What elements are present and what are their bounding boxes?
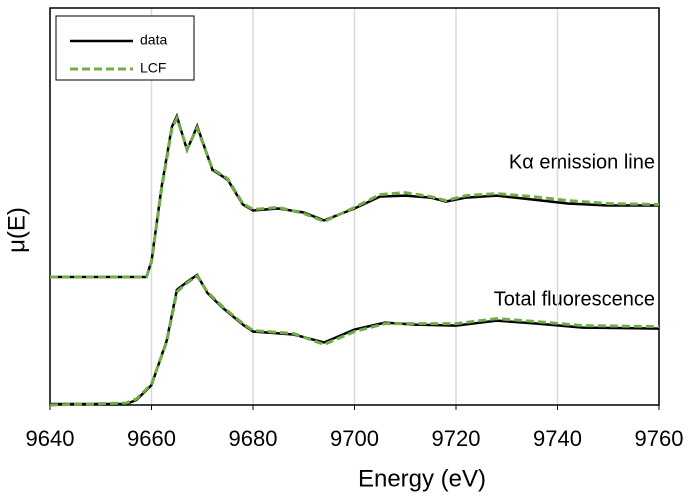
annotation: Total fluorescence	[494, 288, 655, 310]
annotation: Kα emission line	[509, 151, 655, 173]
x-tick-label: 9640	[26, 426, 75, 451]
x-tick-label: 9720	[432, 426, 481, 451]
x-axis-label: Energy (eV)	[358, 465, 486, 492]
legend-label: data	[140, 32, 167, 48]
line	[50, 112, 659, 279]
line	[49, 273, 660, 407]
x-tick-label: 9760	[635, 426, 684, 451]
x-tick-label: 9680	[229, 426, 278, 451]
legend: data LCF	[55, 15, 195, 81]
line	[50, 114, 660, 279]
y-axis-label: μ(E)	[3, 207, 30, 253]
x-tick-label: 9740	[533, 426, 582, 451]
x-tick-label: 9660	[127, 426, 176, 451]
x-tick-label: 9700	[330, 426, 379, 451]
legend-label: LCF	[140, 60, 166, 76]
